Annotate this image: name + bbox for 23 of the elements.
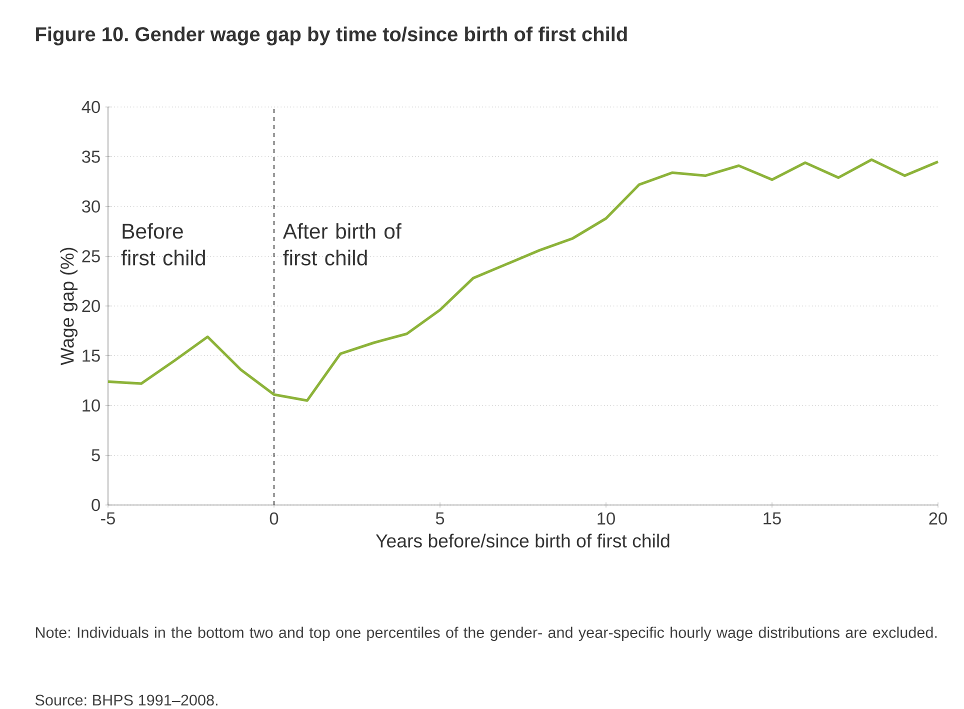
x-tick-label: 5 — [436, 512, 444, 524]
x-axis-title: Years before/since birth of first child — [376, 534, 670, 548]
x-tick-label: -5 — [101, 512, 115, 524]
x-tick-label: 10 — [598, 512, 615, 525]
x-tick-label: 0 — [270, 512, 278, 525]
y-tick-label: 0 — [92, 498, 100, 512]
text: Note: Individuals in the bottom two and top one percentiles of the gender- and year-specific hourly wage distributions are excluded. — [36, 626, 937, 641]
y-tick-label: 40 — [82, 100, 100, 114]
y-tick-label: 35 — [82, 150, 100, 163]
y-tick-label: 10 — [82, 399, 100, 412]
y-tick-label: 5 — [92, 449, 100, 462]
chart-title: Figure 10. Gender wage gap by time to/since birth of first child — [36, 26, 627, 46]
x-tick-label: 15 — [764, 512, 781, 524]
line-series — [106, 158, 940, 402]
source-note: Source: BHPS 1991–2008. — [35, 694, 218, 706]
y-tick-label: 30 — [82, 200, 100, 213]
annotation: After birth of first child — [282, 223, 402, 266]
y-axis-title: Wage gap (%) — [60, 248, 78, 366]
annotation: Before first child — [121, 223, 205, 266]
y-tick-label: 20 — [82, 300, 100, 312]
y-tick-label: 15 — [82, 350, 100, 362]
y-tick-label: 25 — [82, 250, 100, 262]
x-tick-label: 20 — [929, 512, 947, 525]
